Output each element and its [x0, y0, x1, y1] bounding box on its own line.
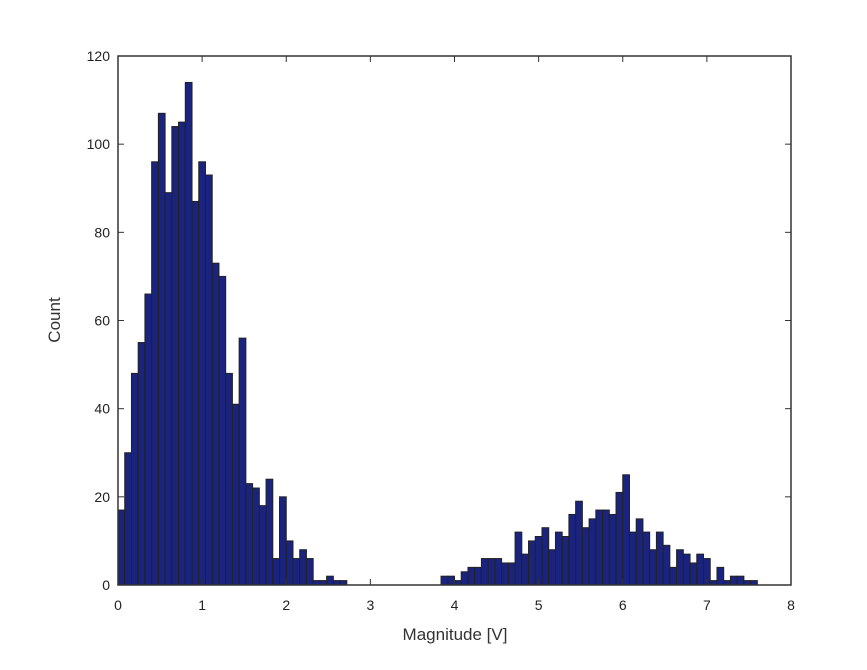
histogram-bar — [460, 571, 469, 586]
histogram-bar — [554, 531, 563, 586]
histogram-bar — [198, 161, 206, 586]
histogram-bar — [608, 513, 617, 586]
histogram-bar — [184, 81, 193, 586]
y-tick-label: 120 — [87, 48, 111, 64]
histogram-bar — [157, 112, 166, 586]
histogram-bar — [480, 558, 489, 586]
x-axis-ticks: 0 1 2 3 4 5 6 7 8 — [114, 56, 795, 613]
histogram-bar — [144, 293, 153, 586]
histogram-bar — [440, 575, 449, 586]
x-tick-label: 4 — [451, 597, 459, 613]
histogram-bar — [117, 509, 126, 586]
histogram-bar — [305, 558, 314, 586]
y-tick-label: 100 — [87, 136, 111, 152]
histogram-bar — [575, 500, 583, 586]
histogram-bar — [178, 121, 186, 586]
histogram-bar — [279, 496, 287, 586]
x-tick-label: 8 — [787, 597, 795, 613]
y-axis-label: Count — [45, 297, 64, 343]
y-tick-label: 20 — [94, 489, 110, 505]
histogram-bar — [137, 342, 146, 586]
histogram-bar — [211, 262, 220, 586]
histogram-bar — [171, 126, 180, 586]
histogram-bar — [729, 575, 738, 586]
histogram-bar — [130, 372, 139, 586]
x-axis-label: Magnitude [V] — [403, 625, 508, 644]
histogram-bar — [238, 337, 247, 586]
histogram-bar — [662, 544, 671, 586]
histogram-bar — [716, 566, 725, 586]
histogram-bar — [507, 562, 516, 586]
histogram-bar — [521, 553, 530, 586]
histogram-bar — [252, 487, 260, 586]
histogram-bar — [501, 562, 509, 586]
histogram-bar — [326, 575, 334, 586]
histogram-bar — [265, 478, 274, 586]
histogram-bar — [514, 531, 523, 586]
histogram-bar — [164, 192, 173, 586]
histogram-bar — [258, 505, 267, 586]
histogram-bar — [299, 549, 307, 586]
histogram-bar — [191, 200, 200, 586]
histogram-bar — [292, 558, 301, 586]
histogram-bar — [696, 553, 705, 586]
histogram-bar — [151, 161, 159, 586]
x-tick-label: 6 — [619, 597, 627, 613]
histogram-bar — [467, 566, 476, 586]
histogram-bar — [494, 558, 503, 586]
x-tick-label: 5 — [535, 597, 543, 613]
histogram-bar — [736, 575, 745, 586]
histogram-bar — [204, 174, 213, 586]
x-tick-label: 1 — [198, 597, 206, 613]
histogram-bar — [568, 513, 577, 586]
histogram-bar — [682, 553, 691, 586]
histogram-bar — [124, 452, 132, 586]
y-tick-label: 40 — [94, 401, 110, 417]
histogram-bar — [487, 558, 496, 586]
y-axis-ticks: 0 20 40 60 80 100 120 — [87, 48, 791, 593]
histogram-bar — [561, 536, 570, 586]
y-tick-label: 80 — [94, 224, 110, 240]
histogram-bar — [225, 372, 233, 586]
histogram-bar — [649, 549, 657, 586]
x-tick-label: 3 — [366, 597, 374, 613]
histogram-bar — [669, 566, 678, 586]
histogram-bar — [642, 531, 651, 586]
x-tick-label: 2 — [282, 597, 290, 613]
histogram-bar — [541, 527, 550, 586]
histogram-bar — [655, 531, 664, 586]
histogram-bar — [628, 531, 637, 586]
histogram-bar — [474, 566, 482, 586]
histogram-bar — [528, 540, 536, 586]
x-tick-label: 7 — [703, 597, 711, 613]
histogram-bar — [245, 483, 254, 586]
x-tick-label: 0 — [114, 597, 122, 613]
histogram-bar — [615, 491, 624, 586]
histogram-bar — [231, 403, 240, 586]
histogram-bar — [447, 575, 455, 586]
histogram-bar — [676, 549, 684, 586]
histogram-bar — [285, 540, 294, 586]
histogram-bar — [622, 474, 630, 586]
histogram-bar — [218, 275, 227, 586]
histogram-bar — [595, 509, 604, 586]
histogram-bar — [534, 536, 543, 586]
histogram-bar — [272, 558, 281, 586]
histogram-bar — [602, 509, 610, 586]
histogram-bar — [689, 562, 698, 586]
histogram-bar — [581, 527, 590, 586]
y-tick-label: 0 — [102, 577, 110, 593]
histogram-bar — [548, 549, 556, 586]
histogram-bar — [588, 518, 597, 586]
y-tick-label: 60 — [94, 313, 110, 329]
histogram-bar — [635, 518, 644, 586]
